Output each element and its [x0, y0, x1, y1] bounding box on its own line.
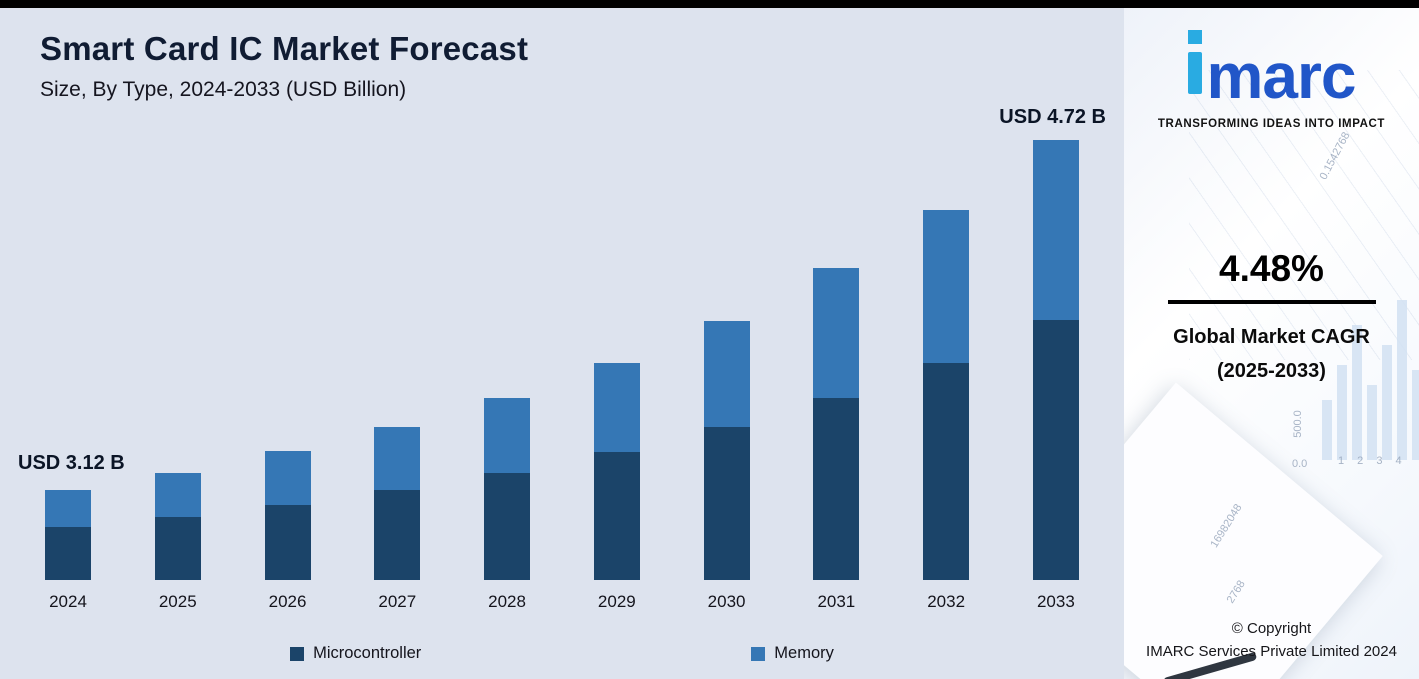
x-axis-label: 2029 — [597, 592, 636, 611]
logo-letter-i-icon — [1187, 30, 1202, 94]
legend: Microcontroller Memory — [0, 644, 1124, 663]
x-axis-label: 2024 — [49, 592, 87, 611]
x-axis-label: 2030 — [707, 592, 746, 611]
bar-group-2033: 2033 — [1032, 140, 1079, 611]
top-black-bar — [0, 0, 1419, 8]
decorative-number: 2768 — [1224, 578, 1248, 606]
legend-label-microcontroller: Microcontroller — [313, 644, 422, 662]
logo-i-stem — [1187, 52, 1202, 94]
legend-item-microcontroller: Microcontroller — [290, 644, 421, 663]
legend-swatch-memory — [751, 646, 766, 661]
cagr-value: 4.48% — [1219, 248, 1324, 289]
bar-group-2029: 2029 — [593, 363, 640, 611]
chart-subtitle: Size, By Type, 2024-2033 (USD Billion) — [40, 78, 407, 101]
legend-label-memory: Memory — [774, 644, 834, 662]
bar-segment-microcontroller — [923, 363, 970, 580]
bar-segment-microcontroller — [593, 452, 640, 580]
brand-sidebar: 0.1542768 500.0 0.0 1 2 3 4 16982048 276… — [1124, 0, 1419, 679]
bar-segment-microcontroller — [264, 505, 311, 580]
bar-segment-microcontroller — [813, 398, 860, 580]
annotation-first-bar: USD 3.12 B — [18, 452, 125, 474]
bar-segment-microcontroller — [374, 490, 421, 580]
logo-text: marc — [1206, 40, 1357, 112]
cagr-label: Global Market CAGR (2025-2033) — [1173, 320, 1370, 388]
bar-group-2031: 2031 — [813, 268, 860, 611]
bar-segment-microcontroller — [154, 517, 201, 580]
bar-group-2032: 2032 — [923, 210, 970, 611]
decorative-number: 16982048 — [1208, 502, 1245, 550]
decorative-diagonal-lines — [1189, 70, 1419, 360]
bar-group-2028: 2028 — [484, 398, 531, 611]
imarc-logo: marc — [1187, 30, 1357, 112]
decorative-number: 0.0 — [1292, 458, 1308, 470]
bar-segment-memory — [264, 451, 311, 505]
bar-segment-memory — [593, 363, 640, 452]
bar-segment-memory — [1032, 140, 1079, 320]
bar-segment-memory — [813, 268, 860, 398]
bar-group-2027: 2027 — [374, 427, 421, 611]
x-axis-label: 2031 — [817, 592, 856, 611]
bar-segment-memory — [484, 398, 531, 473]
logo-tagline: TRANSFORMING IDEAS INTO IMPACT — [1157, 118, 1386, 130]
cagr-label-line1: Global Market CAGR — [1173, 326, 1370, 348]
chart-title: Smart Card IC Market Forecast — [40, 30, 529, 67]
x-axis-label: 2025 — [158, 592, 197, 611]
bar-segment-microcontroller — [703, 427, 750, 580]
x-axis-label: 2027 — [378, 592, 417, 611]
annotation-last-bar: USD 4.72 B — [999, 106, 1106, 128]
x-axis-label: 2032 — [927, 592, 966, 611]
bars: 2024 2025 2026 2027 2028 2029 2030 2031 2032 2033 — [45, 130, 1079, 611]
copyright-line1: © Copyright — [1231, 620, 1312, 637]
bar-segment-memory — [703, 321, 750, 427]
bar-segment-microcontroller — [45, 527, 91, 580]
bar-segment-memory — [45, 490, 91, 527]
bar-group-2024: 2024 — [45, 490, 91, 611]
legend-item-memory: Memory — [751, 644, 834, 663]
bar-group-2030: 2030 — [703, 321, 750, 611]
bar-segment-microcontroller — [1032, 320, 1079, 580]
cagr-label-line2: (2025-2033) — [1217, 360, 1326, 382]
copyright-line2: IMARC Services Private Limited 2024 — [1146, 642, 1397, 660]
decorative-number: 0.1542768 — [1317, 130, 1353, 182]
copyright: © Copyright IMARC Services Private Limit… — [1124, 618, 1419, 663]
legend-swatch-microcontroller — [290, 646, 305, 661]
bar-group-2026: 2026 — [264, 451, 311, 611]
logo-i-dot — [1187, 30, 1202, 44]
decorative-number: 1 2 3 4 — [1338, 455, 1407, 467]
bar-segment-memory — [923, 210, 970, 363]
x-axis-label: 2033 — [1036, 592, 1075, 611]
bar-segment-memory — [374, 427, 421, 490]
bar-segment-microcontroller — [484, 473, 531, 580]
x-axis-label: 2026 — [268, 592, 307, 611]
cagr-underline — [1167, 300, 1376, 304]
bar-segment-memory — [154, 473, 201, 517]
decorative-number: 500.0 — [1291, 410, 1304, 438]
chart-panel: Smart Card IC Market Forecast Size, By T… — [0, 30, 1124, 663]
x-axis-label: 2028 — [488, 592, 526, 611]
bar-group-2025: 2025 — [154, 473, 201, 611]
